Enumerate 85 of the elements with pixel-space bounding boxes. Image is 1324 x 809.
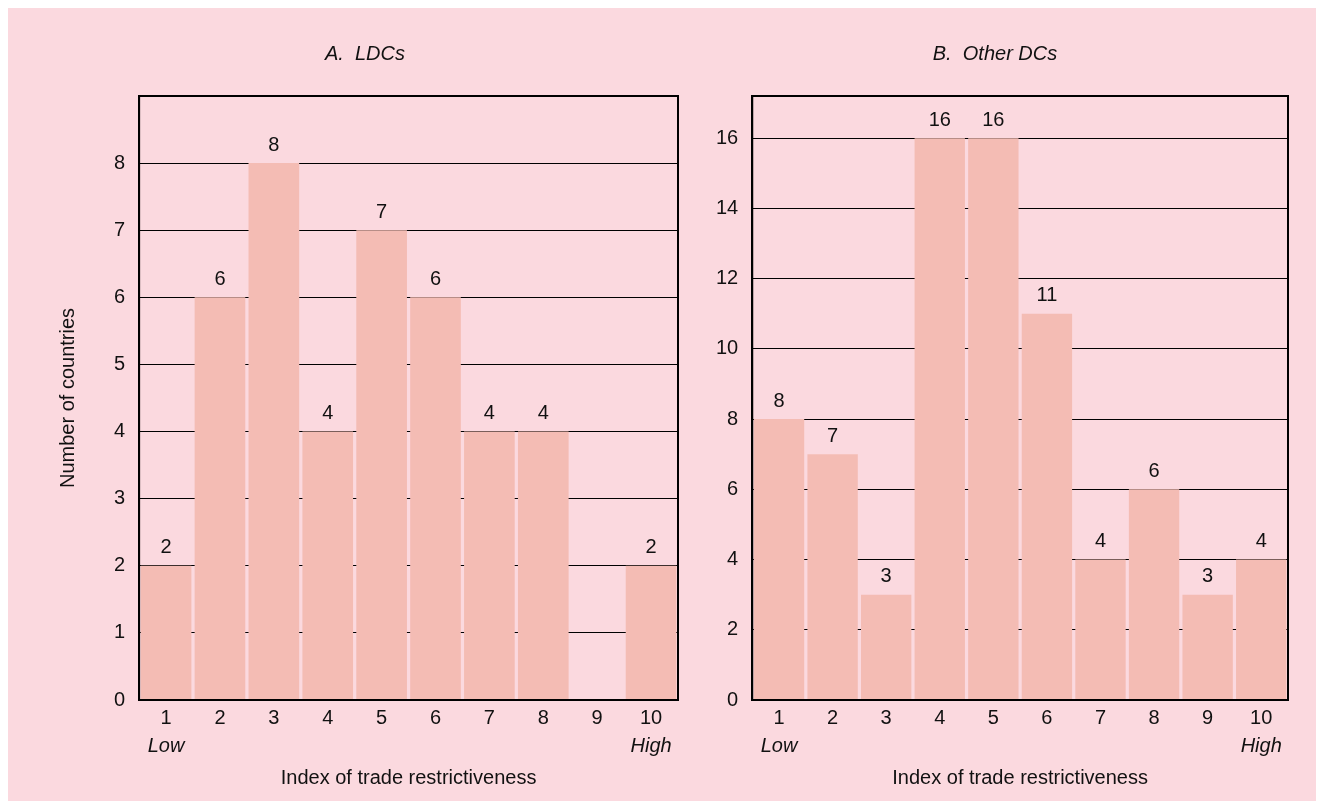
y-tick-label: 6 bbox=[114, 284, 126, 307]
y-tick-label: 0 bbox=[114, 687, 126, 710]
y-tick-label: 14 bbox=[716, 195, 739, 218]
bar bbox=[1182, 594, 1233, 700]
bar bbox=[861, 594, 912, 700]
y-tick-label: 12 bbox=[716, 266, 739, 289]
data-label: 2 bbox=[160, 535, 172, 558]
bar bbox=[194, 297, 246, 700]
y-tick-label: 2 bbox=[727, 617, 739, 640]
x-tick-label: 3 bbox=[268, 705, 280, 728]
y-tick-label: 6 bbox=[727, 476, 739, 499]
bar bbox=[248, 163, 300, 700]
x-tick-label: 7 bbox=[483, 705, 495, 728]
x-tick-label: 10 bbox=[1250, 705, 1273, 728]
chart-title: A. LDCs bbox=[323, 41, 406, 64]
bar bbox=[1021, 313, 1073, 700]
x-tick-label: 3 bbox=[880, 705, 892, 728]
bar bbox=[1075, 559, 1126, 700]
text: Low bbox=[147, 733, 186, 756]
data-label: 4 bbox=[322, 401, 334, 424]
x-tick-label: 2 bbox=[827, 705, 839, 728]
data-label: 8 bbox=[268, 132, 280, 155]
x-tick-label: 8 bbox=[1148, 705, 1160, 728]
y-tick-label: 2 bbox=[114, 553, 126, 576]
y-tick-label: 8 bbox=[114, 150, 126, 173]
data-label: 4 bbox=[1094, 529, 1107, 552]
data-label: 4 bbox=[1255, 529, 1267, 552]
bar bbox=[464, 431, 515, 700]
bar bbox=[914, 138, 965, 700]
data-label: 7 bbox=[376, 199, 388, 222]
data-label: 16 bbox=[928, 107, 951, 130]
x-tick-label: 10 bbox=[639, 705, 663, 728]
x-axis-title: Index of trade restrictiveness bbox=[892, 765, 1148, 788]
bar bbox=[753, 419, 805, 700]
bar bbox=[410, 297, 461, 700]
data-label: 4 bbox=[483, 401, 495, 424]
x-tick-label: 2 bbox=[214, 705, 226, 728]
bar bbox=[625, 565, 677, 700]
data-label: 3 bbox=[1202, 564, 1214, 587]
chart-title: B. Other DCs bbox=[932, 41, 1058, 64]
y-tick-label: 0 bbox=[727, 687, 739, 710]
bar bbox=[356, 230, 407, 700]
bar bbox=[968, 138, 1019, 700]
bar bbox=[807, 454, 858, 700]
x-tick-label: 7 bbox=[1094, 705, 1107, 728]
bar bbox=[1236, 559, 1287, 700]
x-tick-label: 5 bbox=[987, 705, 999, 728]
text: High bbox=[1240, 733, 1282, 756]
y-tick-label: 5 bbox=[114, 351, 126, 374]
y-tick-label: 8 bbox=[727, 406, 739, 429]
data-label: 3 bbox=[880, 564, 892, 587]
y-tick-label: 1 bbox=[114, 620, 126, 643]
data-label: 6 bbox=[214, 266, 226, 289]
x-tick-label: 9 bbox=[591, 705, 603, 728]
x-tick-label: 6 bbox=[429, 705, 442, 728]
x-axis-title: Index of trade restrictiveness bbox=[280, 765, 537, 788]
y-tick-label: 10 bbox=[716, 336, 739, 359]
text: Low bbox=[760, 733, 799, 756]
x-tick-label: 5 bbox=[376, 705, 388, 728]
text: High bbox=[630, 733, 672, 756]
bar bbox=[302, 431, 354, 700]
x-tick-label: 4 bbox=[934, 705, 946, 728]
x-tick-label: 1 bbox=[773, 705, 785, 728]
y-tick-label: 4 bbox=[727, 547, 739, 570]
y-axis-title: Number of countries bbox=[55, 307, 78, 489]
data-label: 11 bbox=[1036, 283, 1058, 306]
data-label: 4 bbox=[537, 401, 549, 424]
data-label: 2 bbox=[645, 535, 657, 558]
data-label: 6 bbox=[429, 266, 442, 289]
data-label: 6 bbox=[1148, 458, 1160, 481]
bar bbox=[1128, 489, 1180, 700]
x-tick-label: 8 bbox=[537, 705, 549, 728]
x-tick-label: 6 bbox=[1041, 705, 1053, 728]
y-tick-label: 3 bbox=[114, 486, 126, 509]
y-tick-label: 7 bbox=[114, 217, 126, 240]
data-label: 7 bbox=[827, 423, 839, 446]
bar bbox=[517, 431, 569, 700]
y-tick-label: 16 bbox=[716, 125, 739, 148]
x-tick-label: 9 bbox=[1202, 705, 1214, 728]
x-tick-label: 4 bbox=[322, 705, 334, 728]
x-tick-label: 1 bbox=[160, 705, 172, 728]
y-tick-label: 4 bbox=[114, 419, 126, 442]
data-label: 16 bbox=[982, 107, 1005, 130]
data-label: 8 bbox=[773, 388, 785, 411]
bar bbox=[140, 565, 192, 700]
